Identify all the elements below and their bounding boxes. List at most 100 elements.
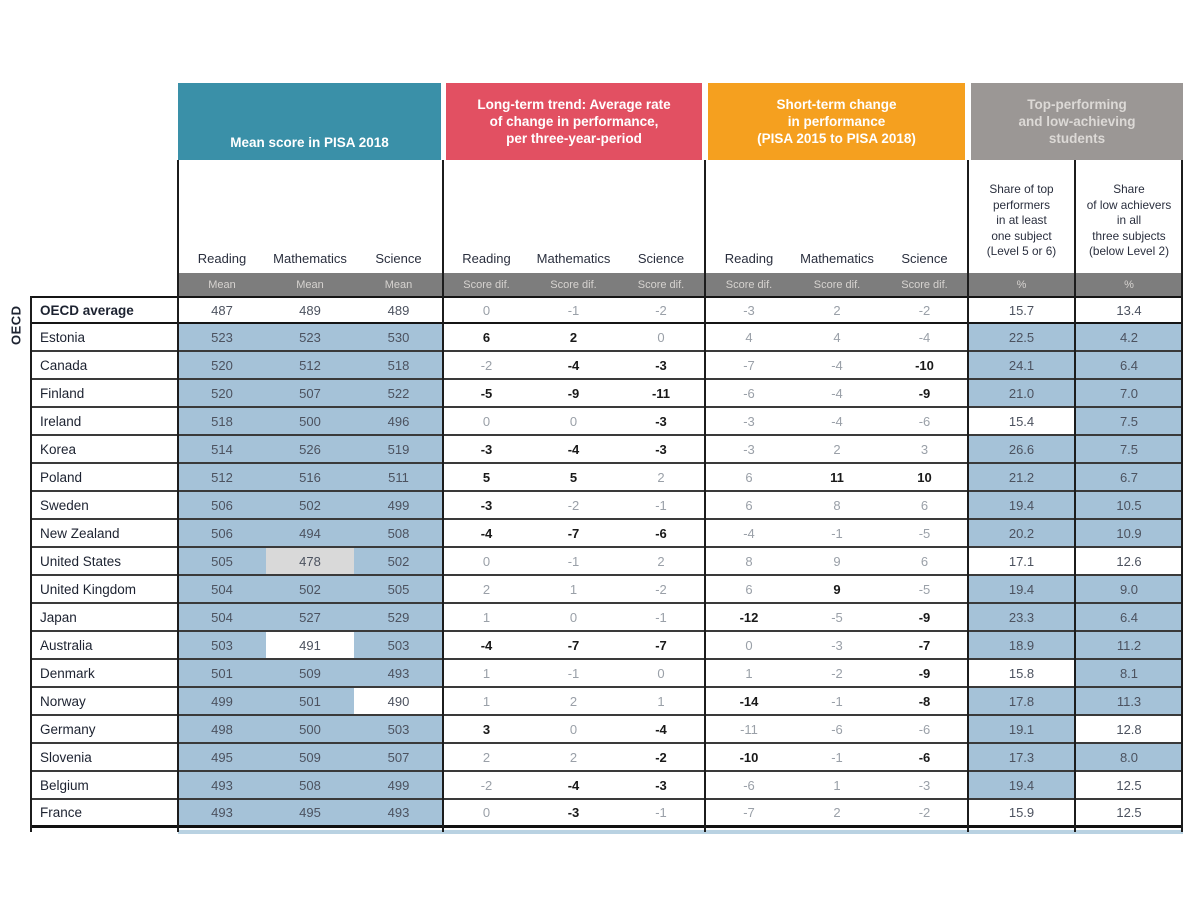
score-dif-cell: -6 bbox=[743, 777, 755, 793]
score-dif-cell: -4 bbox=[918, 329, 931, 345]
score-dif-cell: 1 bbox=[482, 609, 491, 625]
score-dif-cell: -4 bbox=[567, 357, 580, 373]
country-name: Korea bbox=[40, 441, 77, 457]
table-row: France 493 495 493 0 -3 -1 -7 2 -2 15.9 12.5 bbox=[30, 800, 1183, 828]
score-dif-cell: 6 bbox=[745, 469, 753, 485]
mean-score-cell: 493 bbox=[354, 660, 443, 686]
column-header-reading: Reading bbox=[197, 251, 247, 266]
score-dif-cell: -3 bbox=[655, 357, 667, 373]
score-dif-cell: 0 bbox=[569, 721, 578, 737]
share-percent-cell: 19.4 bbox=[968, 492, 1075, 518]
score-dif-cell: 0 bbox=[569, 413, 578, 429]
mean-score-cell: 495 bbox=[178, 744, 266, 770]
score-dif-cell: -4 bbox=[567, 777, 580, 793]
share-percent-cell: 19.1 bbox=[968, 716, 1075, 742]
country-name: Ireland bbox=[40, 413, 82, 429]
score-dif-cell: -2 bbox=[480, 357, 493, 373]
score-dif-cell: 1 bbox=[482, 693, 491, 709]
mean-score-cell: 514 bbox=[178, 436, 266, 462]
score-dif-cell: -1 bbox=[567, 553, 580, 569]
column-header-science: Science bbox=[375, 251, 422, 266]
mean-score-cell: 496 bbox=[354, 408, 443, 434]
score-dif-cell: -1 bbox=[655, 805, 667, 820]
score-dif-cell: 10 bbox=[917, 469, 932, 485]
score-dif-cell: -4 bbox=[831, 357, 843, 373]
mean-score-cell: 502 bbox=[266, 492, 354, 518]
divider-line bbox=[1074, 160, 1076, 832]
share-percent-cell: 17.3 bbox=[968, 744, 1075, 770]
share-percent-cell: 13.4 bbox=[1116, 302, 1142, 318]
mean-score-cell: 518 bbox=[354, 352, 443, 378]
mean-score-cell: 493 bbox=[178, 772, 266, 798]
mean-score-cell: 523 bbox=[266, 324, 354, 350]
mean-score-cell: 504 bbox=[178, 604, 266, 630]
score-dif-cell: -6 bbox=[743, 385, 755, 401]
share-percent-cell: 21.0 bbox=[968, 380, 1075, 406]
mean-score-cell: 523 bbox=[178, 324, 266, 350]
share-percent-cell: 8.1 bbox=[1075, 660, 1183, 686]
table-row: Denmark 501 509 493 1 -1 0 1 -2 -9 15.8 8.1 bbox=[30, 660, 1183, 688]
share-percent-cell: 10.5 bbox=[1075, 492, 1183, 518]
score-dif-cell: -4 bbox=[831, 413, 843, 429]
mean-score-cell: 508 bbox=[354, 520, 443, 546]
score-dif-cell: -6 bbox=[918, 749, 931, 765]
pisa-results-table: Mean score in PISA 2018 Long-term trend:… bbox=[30, 83, 1183, 839]
unit-label: % bbox=[1016, 278, 1027, 291]
share-percent-cell: 19.4 bbox=[968, 772, 1075, 798]
score-dif-cell: -3 bbox=[831, 637, 843, 653]
column-header-reading: Reading bbox=[462, 251, 511, 266]
country-name: Canada bbox=[40, 357, 88, 373]
column-header-top-performers: Share of top performers in at least one … bbox=[986, 182, 1057, 259]
table-row: Estonia 523 523 530 6 2 0 4 4 -4 22.5 4.2 bbox=[30, 324, 1183, 352]
score-dif-cell: 2 bbox=[833, 441, 841, 457]
column-header-mathematics: Mathematics bbox=[800, 251, 874, 266]
mean-score-cell: 527 bbox=[266, 604, 354, 630]
divider-line bbox=[1181, 160, 1183, 832]
score-dif-cell: -7 bbox=[743, 357, 755, 373]
table-row: United Kingdom 504 502 505 2 1 -2 6 9 -5 19.4 9.0 bbox=[30, 576, 1183, 604]
mean-score-cell: 489 bbox=[387, 302, 410, 318]
share-percent-cell: 24.1 bbox=[968, 352, 1075, 378]
score-dif-cell: -11 bbox=[740, 721, 758, 737]
mean-score-cell: 490 bbox=[387, 693, 410, 709]
score-dif-cell: 2 bbox=[569, 329, 578, 345]
mean-score-cell: 503 bbox=[354, 632, 443, 658]
share-percent-cell: 12.6 bbox=[1116, 553, 1142, 569]
unit-label: Score dif. bbox=[463, 278, 510, 291]
country-name: Denmark bbox=[40, 665, 95, 681]
score-dif-cell: -7 bbox=[918, 637, 931, 653]
score-dif-cell: 0 bbox=[657, 329, 665, 345]
score-dif-cell: -1 bbox=[655, 609, 667, 625]
country-name: New Zealand bbox=[40, 525, 120, 541]
score-dif-cell: -4 bbox=[831, 385, 843, 401]
score-dif-cell: 1 bbox=[569, 581, 578, 597]
mean-score-cell: 499 bbox=[178, 688, 266, 714]
share-percent-cell: 7.0 bbox=[1075, 380, 1183, 406]
table-body: OECD average 487 489 489 0 -1 -2 -3 2 -2 15.7 13.4 E… bbox=[30, 296, 1183, 828]
score-dif-cell: -4 bbox=[743, 525, 755, 541]
score-dif-cell: -5 bbox=[918, 525, 931, 541]
column-header-science: Science bbox=[637, 251, 685, 266]
oecd-group-side-label: OECD bbox=[8, 305, 24, 345]
score-dif-cell: 5 bbox=[569, 469, 578, 485]
unit-label: Score dif. bbox=[725, 278, 773, 291]
score-dif-cell: -9 bbox=[918, 385, 931, 401]
score-dif-cell: -1 bbox=[567, 302, 580, 318]
score-dif-cell: -3 bbox=[567, 805, 580, 820]
score-dif-cell: -1 bbox=[831, 749, 843, 765]
mean-score-cell: 505 bbox=[354, 576, 443, 602]
score-dif-cell: -7 bbox=[567, 637, 580, 653]
mean-score-cell: 503 bbox=[354, 716, 443, 742]
score-dif-cell: 6 bbox=[745, 581, 753, 597]
country-name: Norway bbox=[40, 693, 86, 709]
share-percent-cell: 23.3 bbox=[968, 604, 1075, 630]
score-dif-cell: 6 bbox=[745, 497, 753, 513]
score-dif-cell: 2 bbox=[482, 581, 491, 597]
score-dif-cell: -7 bbox=[655, 637, 667, 653]
score-dif-cell: 0 bbox=[745, 637, 753, 653]
mean-score-cell: 500 bbox=[266, 716, 354, 742]
score-dif-cell: -6 bbox=[918, 721, 931, 737]
share-percent-cell: 15.8 bbox=[1008, 665, 1035, 681]
score-dif-cell: 0 bbox=[569, 609, 578, 625]
